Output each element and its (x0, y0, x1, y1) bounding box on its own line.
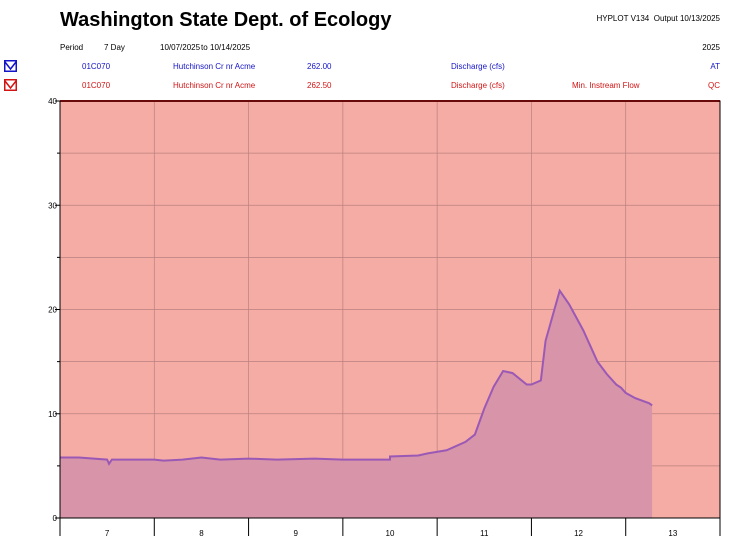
station-id: 01C070 (82, 81, 111, 90)
station-code: 262.00 (307, 62, 332, 71)
y-tick-label: 20 (48, 306, 57, 315)
discharge-line (60, 288, 653, 466)
discharge-area (60, 290, 653, 518)
x-tick-label: 8 (199, 529, 204, 538)
legend-row-instream: 01C070 Hutchinson Cr nr Acme 262.50 Disc… (4, 79, 720, 93)
blue-station-icon (4, 60, 17, 72)
red-station-icon (4, 79, 17, 91)
x-tick-label: 10 (386, 529, 395, 538)
y-tick-label: 0 (53, 514, 58, 523)
station-note: Min. Instream Flow (572, 81, 640, 90)
period-row: Period 7 Day 10/07/2025 to 10/14/2025 20… (60, 43, 720, 55)
station-code: 262.50 (307, 81, 332, 90)
period-length: 7 Day (104, 43, 125, 52)
x-tick-label: 7 (105, 529, 110, 538)
legend-row-discharge: 01C070 Hutchinson Cr nr Acme 262.00 Disc… (4, 60, 720, 74)
station-parameter: Discharge (cfs) (451, 62, 505, 71)
program-version: HYPLOT V134 (596, 14, 650, 23)
station-flag: AT (710, 62, 720, 71)
y-tick-label: 30 (48, 201, 57, 210)
start-date: 10/07/2025 (160, 43, 201, 52)
x-tick-label: 9 (293, 529, 298, 538)
x-tick-label: 13 (668, 529, 677, 538)
year-label: 2025 (702, 43, 720, 52)
station-name: Hutchinson Cr nr Acme (173, 62, 256, 71)
program-output-info: HYPLOT V134 Output 10/13/2025 (596, 14, 720, 23)
end-date: 10/14/2025 (210, 43, 251, 52)
station-flag: QC (708, 81, 720, 90)
station-parameter: Discharge (cfs) (451, 81, 505, 90)
y-tick-label: 10 (48, 410, 57, 419)
x-tick-label: 12 (574, 529, 583, 538)
page-title: Washington State Dept. of Ecology (60, 9, 392, 31)
station-name: Hutchinson Cr nr Acme (173, 81, 256, 90)
x-tick-label: 11 (480, 529, 489, 538)
station-id: 01C070 (82, 62, 111, 71)
to-label: to (201, 43, 208, 52)
output-date: Output 10/13/2025 (653, 14, 720, 23)
period-label: Period (60, 43, 84, 52)
y-tick-label: 40 (48, 97, 57, 106)
